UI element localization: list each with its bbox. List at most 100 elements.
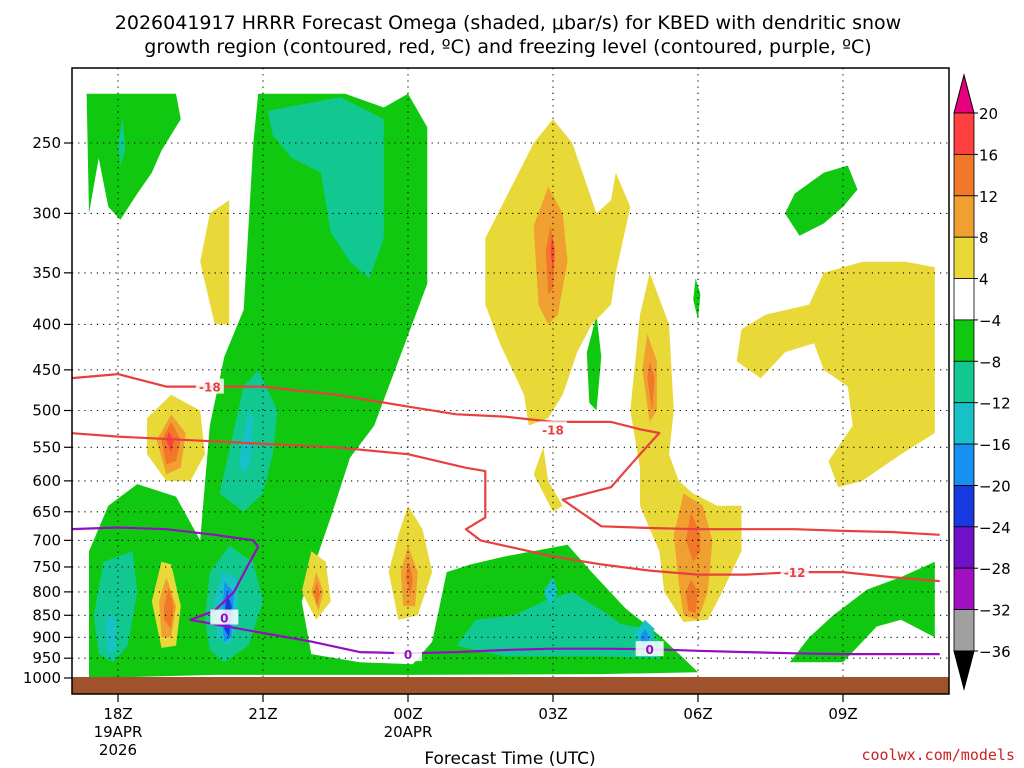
colorbar-bin-13 (953, 609, 975, 652)
contour-label-bg (635, 641, 664, 657)
colorbar-label: −16 (979, 436, 1011, 454)
omega-region-3 (586, 314, 602, 411)
plot-frame (71, 67, 950, 695)
x-tick-label-00Z: 00Z (393, 705, 422, 723)
y-tick-label-900: 900 (32, 628, 61, 646)
omega-region-18 (640, 628, 650, 650)
y-tick-label-350: 350 (32, 264, 61, 282)
omega-region-11 (118, 119, 126, 166)
colorbar-top-arrow (953, 73, 975, 114)
omega-region-28 (736, 261, 935, 488)
y-tick-label-500: 500 (32, 402, 61, 420)
colorbar-label: 20 (979, 105, 998, 123)
omega-region-20 (200, 200, 230, 325)
x-tick-label-09Z: 09Z (828, 705, 857, 723)
x-tick-label-21Z: 21Z (248, 705, 277, 723)
gridlines (72, 68, 949, 677)
colorbar-bin-11 (953, 526, 975, 569)
ground-band (72, 677, 949, 694)
omega-region-39 (405, 561, 413, 597)
x-tick-date-00Z: 20APR (384, 723, 433, 741)
omega-region-26 (533, 447, 563, 512)
x-axis-label: Forecast Time (UTC) (424, 749, 595, 768)
y-tick-label-250: 250 (32, 134, 61, 152)
y-tick-label-650: 650 (32, 503, 61, 521)
omega-region-10 (456, 591, 665, 659)
omega-region-8 (93, 551, 138, 663)
chart-title-line2: growth region (contoured, red, ºC) and f… (144, 36, 871, 58)
omega-region-2 (785, 165, 858, 236)
y-tick-label-450: 450 (32, 361, 61, 379)
contour-label-0: 0 (404, 648, 412, 662)
colorbar-bin-5 (953, 278, 975, 321)
x-tick-year-18Z: 2026 (99, 741, 137, 759)
omega-region-42 (685, 511, 701, 562)
y-tick-label-800: 800 (32, 583, 61, 601)
colorbar-label: −8 (979, 353, 1001, 371)
colorbar-label: −28 (979, 560, 1011, 578)
y-tick-label-850: 850 (32, 606, 61, 624)
colorbar-bin-1 (953, 112, 975, 155)
contour-label-bg (780, 564, 809, 580)
colorbar-label: −36 (979, 643, 1011, 661)
contour-label--18: -18 (199, 381, 221, 395)
colorbar-bin-12 (953, 567, 975, 610)
site-credit: coolwx.com/models (861, 746, 1015, 764)
x-tick-label-18Z: 18Z (103, 705, 132, 723)
omega-region-38 (313, 582, 320, 607)
colorbar-bin-10 (953, 485, 975, 528)
omega-region-37 (163, 587, 174, 629)
omega-region-27 (630, 272, 742, 622)
y-tick-label-750: 750 (32, 558, 61, 576)
omega-region-0 (89, 93, 698, 678)
omega-region-41 (647, 361, 655, 411)
y-tick-label-600: 600 (32, 472, 61, 490)
contour-label--18: -18 (542, 423, 564, 437)
y-axis-pressure: 250 300 350 400 450 500 550 600 650 700 750 800 850 9… (23, 134, 72, 687)
colorbar-bin-3 (953, 195, 975, 238)
omega-colorbar: 20 16 12 8 4 −4 −8 −12 −16 −20 −24 −28 −32 −36 (953, 73, 1011, 691)
x-tick-label-06Z: 06Z (683, 705, 712, 723)
contour-line-0 (72, 526, 940, 656)
colorbar-bin-2 (953, 153, 975, 197)
plot-area: -18 -18 -12 0 0 0 (71, 67, 950, 695)
x-tick-label-03Z: 03Z (538, 705, 567, 723)
contour-line--18 (72, 373, 940, 536)
omega-region-1 (86, 93, 181, 220)
omega-region-45 (550, 235, 554, 273)
colorbar-bin-6 (953, 319, 975, 362)
contour-label--12: -12 (784, 566, 806, 580)
colorbar-label: 12 (979, 188, 998, 206)
omega-region-14 (105, 610, 116, 655)
contour-label-0: 0 (220, 612, 228, 626)
y-tick-label-550: 550 (32, 438, 61, 456)
colorbar-label: −20 (979, 477, 1011, 495)
colorbar-label: 16 (979, 146, 998, 164)
colorbar-bin-4 (953, 236, 975, 279)
contour-label-bg (195, 378, 224, 394)
colorbar-label: −4 (979, 312, 1001, 330)
omega-region-4 (693, 278, 701, 320)
colorbar-label: −24 (979, 519, 1011, 537)
contour-label-bg (210, 609, 239, 625)
contour-label-bg (394, 646, 422, 662)
colorbar-bin-7 (953, 360, 975, 404)
temperature-contours: -18 -18 -12 0 0 0 (72, 373, 940, 662)
colorbar-label: −32 (979, 602, 1011, 620)
colorbar-bottom-arrow (953, 650, 975, 691)
colorbar-label: −12 (979, 395, 1011, 413)
colorbar-label: 4 (979, 271, 989, 289)
omega-region-43 (685, 579, 698, 613)
colorbar-bin-8 (953, 402, 975, 445)
omega-shading (86, 93, 935, 678)
colorbar-bin-9 (953, 443, 975, 486)
y-tick-label-1000: 1000 (23, 669, 61, 687)
chart-title-line1: 2026041917 HRRR Forecast Omega (shaded, … (115, 12, 901, 34)
x-tick-date-18Z: 19APR (94, 723, 143, 741)
y-tick-label-400: 400 (32, 315, 61, 333)
y-tick-label-950: 950 (32, 649, 61, 667)
omega-region-5 (789, 561, 935, 663)
omega-region-6 (267, 97, 384, 279)
